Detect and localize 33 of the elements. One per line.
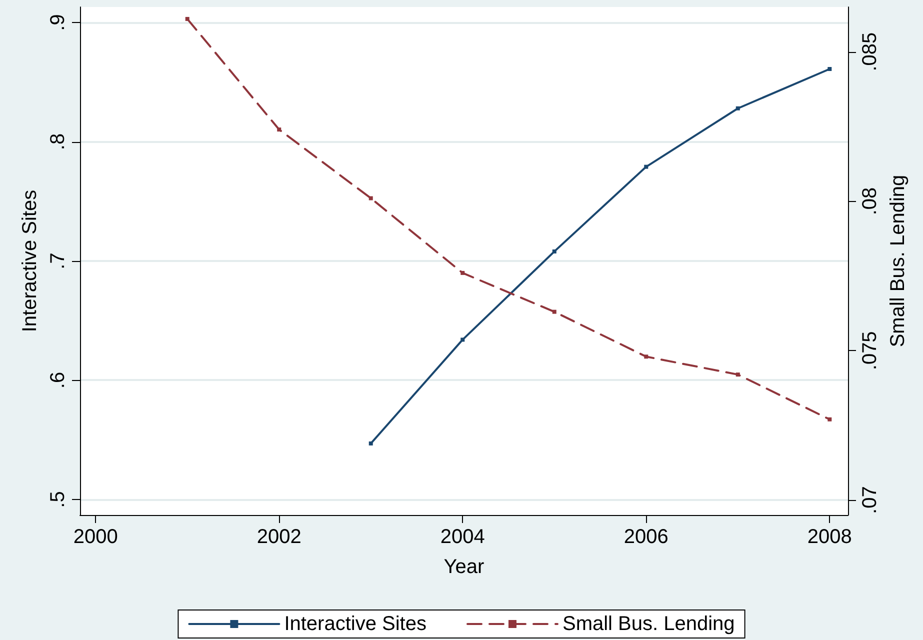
point (552, 249, 556, 254)
x-tick-label: 2002 (256, 526, 302, 548)
legend-label: Interactive Sites (284, 613, 426, 635)
y2-tick-label: .075 (859, 331, 881, 370)
x-tick-label: 2000 (73, 526, 118, 548)
point (368, 441, 373, 446)
y-tick-label: .5 (47, 491, 69, 508)
y-tick-label: .9 (47, 14, 69, 31)
y2-tick-label: .08 (859, 187, 881, 216)
point (368, 196, 373, 200)
point (460, 270, 465, 275)
x-tick-label: 2004 (440, 526, 485, 548)
y-tick-label: .7 (47, 252, 69, 270)
y-tick-label: .8 (47, 133, 69, 150)
x-axis-title: Year (444, 556, 485, 578)
point (644, 164, 648, 169)
legend-label: Small Bus. Lending (562, 613, 735, 635)
point (736, 106, 740, 110)
point (828, 67, 832, 72)
y2-axis-title: Small Bus. Lending (887, 174, 909, 348)
y-tick-label: .6 (47, 372, 69, 389)
y-axis-title: Interactive Sites (19, 190, 41, 332)
point (644, 354, 648, 359)
y2-tick-label: .07 (859, 486, 881, 514)
point (460, 338, 465, 342)
point (828, 417, 832, 422)
point (736, 372, 740, 377)
x-tick-label: 2006 (624, 526, 668, 548)
x-tick-label: 2008 (807, 526, 852, 548)
y2-tick-label: .085 (859, 32, 881, 72)
point (277, 128, 282, 132)
point (552, 310, 556, 314)
point (185, 16, 190, 21)
